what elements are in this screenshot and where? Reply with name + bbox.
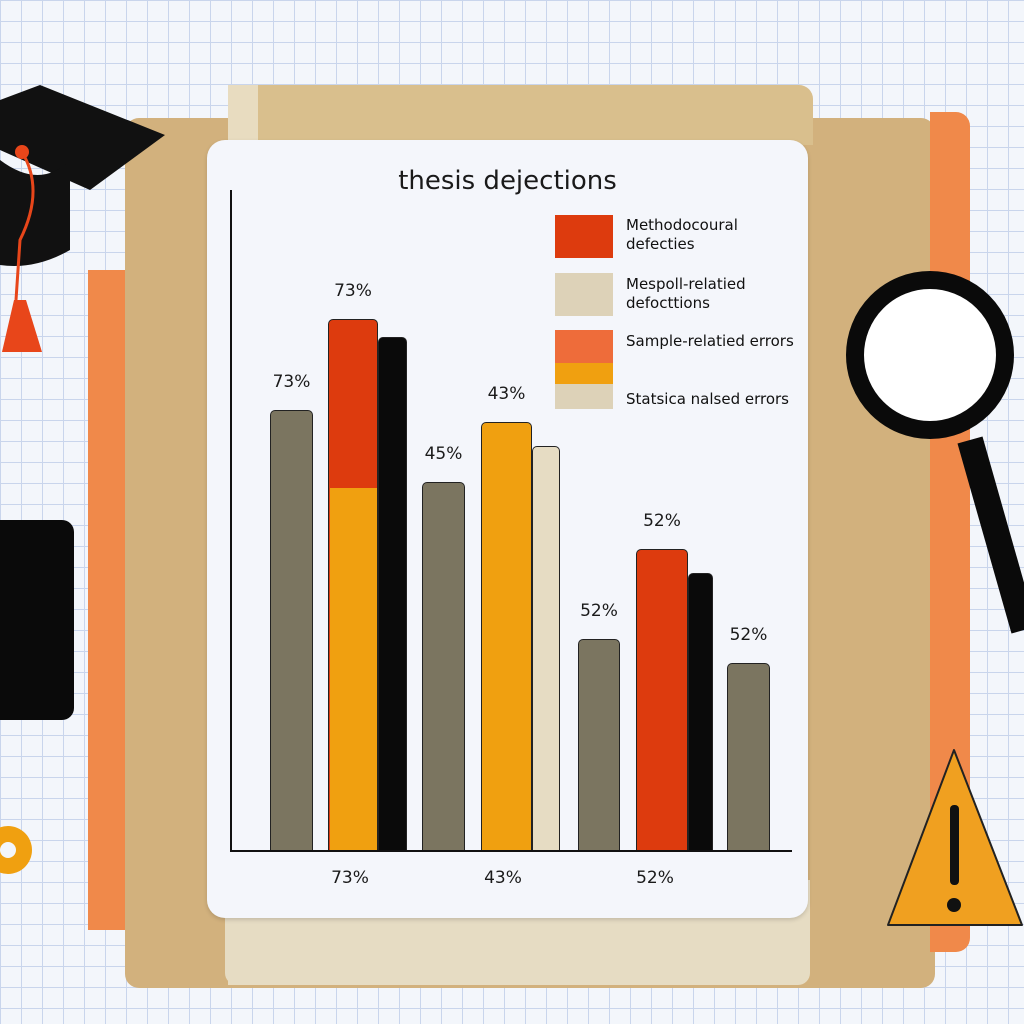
y-axis	[230, 190, 232, 852]
x-tick-label: 43%	[484, 868, 522, 888]
x-axis	[230, 850, 792, 852]
bar-stack-segment	[329, 488, 377, 850]
bar-data-label: 43%	[487, 383, 526, 404]
orange-folder-edge-left	[88, 270, 128, 930]
x-tick-label: 52%	[636, 868, 674, 888]
legend-swatch-sample-lower	[555, 363, 613, 384]
legend-label: Statsica nalsed errors	[626, 390, 789, 408]
magnifier-icon	[846, 271, 1024, 634]
bar	[636, 548, 688, 850]
bar	[727, 663, 770, 850]
bar-data-label: 52%	[729, 625, 768, 646]
black-device	[0, 520, 74, 720]
bar-data-label: 52%	[580, 600, 618, 621]
legend-label: Mespoll-relatied defocttions	[626, 275, 746, 312]
chart-title: thesis dejections	[398, 166, 617, 196]
folder-tab	[228, 85, 813, 145]
graduation-cap-icon	[0, 85, 165, 352]
legend-label: Sample-relatied errors	[626, 332, 794, 350]
bar-data-label: 45%	[424, 444, 463, 465]
bar-data-label: 73%	[334, 281, 372, 302]
warning-icon	[887, 749, 1023, 926]
bar	[578, 638, 620, 850]
bar	[422, 482, 465, 850]
gear-icon	[0, 826, 32, 874]
legend-swatch-statsica	[555, 384, 613, 409]
bar	[481, 421, 532, 850]
legend-swatch-sample	[555, 330, 613, 363]
legend-swatch-mespoll	[555, 273, 613, 316]
bar	[378, 337, 407, 850]
legend-label: Methodocoural defecties	[626, 216, 738, 253]
bar	[688, 572, 713, 850]
legend-swatch-methodocoural	[555, 215, 613, 258]
bar-data-label: 52%	[643, 510, 681, 531]
bar-data-label: 73%	[272, 371, 311, 392]
bar	[532, 445, 560, 850]
bar	[270, 409, 313, 850]
x-tick-label: 73%	[331, 868, 369, 888]
